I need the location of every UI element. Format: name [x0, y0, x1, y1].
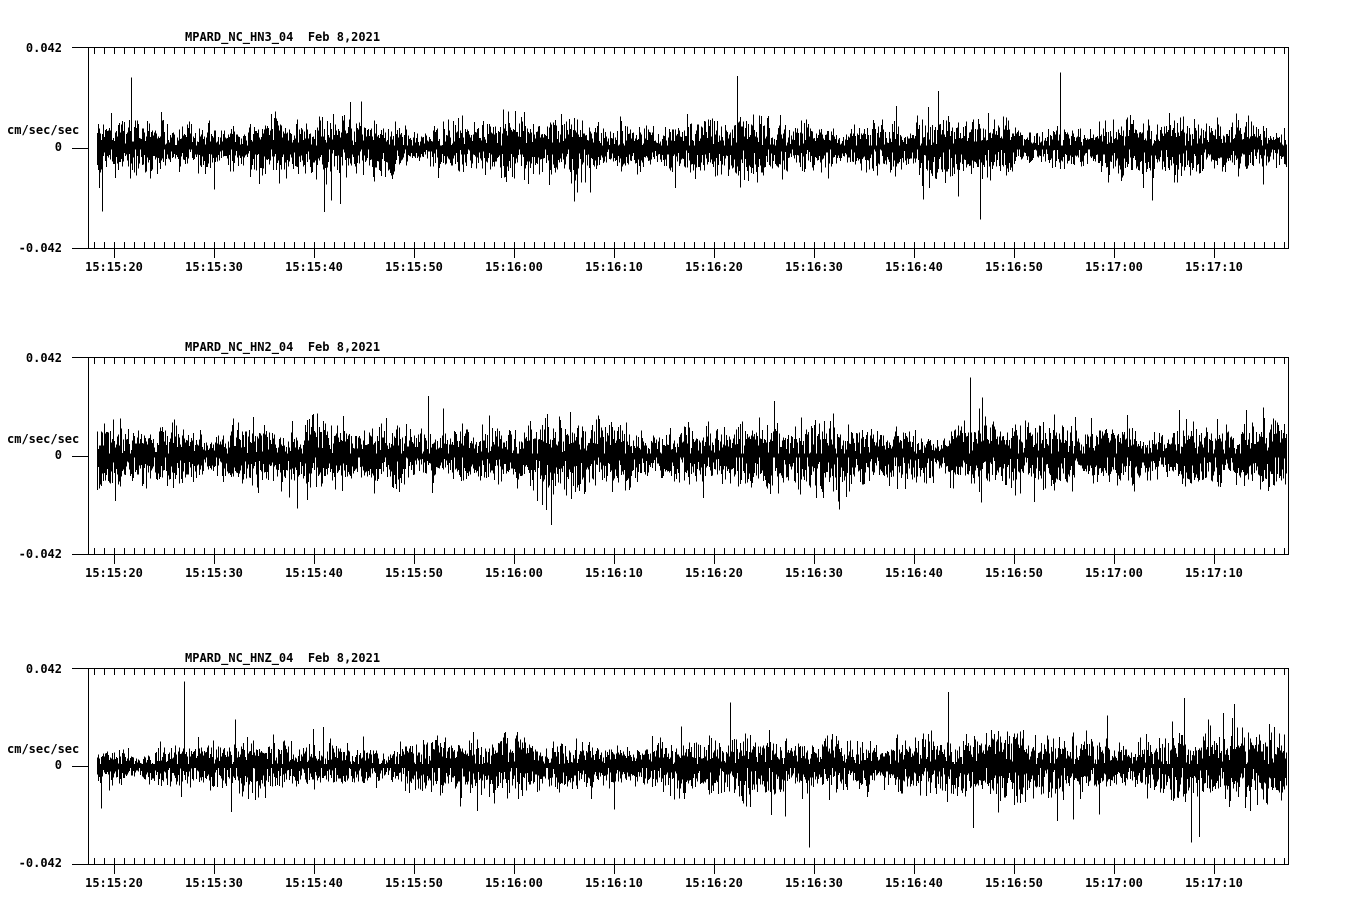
plot-frame [88, 668, 1289, 865]
x-tick-label: 15:16:50 [985, 260, 1043, 274]
x-tick-label: 15:15:40 [285, 260, 343, 274]
y-tick-label-zero: 0 [54, 140, 62, 154]
x-tick-label: 15:15:20 [85, 876, 143, 890]
y-axis-units-label: cm/sec/sec [7, 123, 80, 137]
y-tick-label-zero: 0 [54, 758, 62, 772]
x-tick-label: 15:17:10 [1185, 260, 1243, 274]
x-tick-label: 15:17:10 [1185, 876, 1243, 890]
waveform-trace-mpard_nc_hnz_04 [97, 681, 1287, 848]
x-tick-label: 15:16:30 [785, 260, 843, 274]
panel-title-hn2: MPARD_NC_HN2_04 Feb 8,2021 [185, 340, 381, 354]
x-tick-label: 15:16:10 [585, 260, 643, 274]
x-tick-label: 15:16:20 [685, 566, 743, 580]
waveform-trace-mpard_nc_hn2_04 [97, 377, 1287, 526]
x-tick-label: 15:17:00 [1085, 876, 1143, 890]
x-tick-label: 15:16:00 [485, 260, 543, 274]
x-tick-label: 15:16:10 [585, 566, 643, 580]
y-tick-label-bottom: -0.042 [18, 856, 62, 870]
x-tick-label: 15:16:30 [785, 876, 843, 890]
x-tick-label: 15:15:40 [285, 876, 343, 890]
x-tick-label: 15:16:40 [885, 566, 943, 580]
x-tick-label: 15:15:30 [185, 260, 243, 274]
x-tick-label: 15:15:20 [85, 260, 143, 274]
panel-title-hn3: MPARD_NC_HN3_04 Feb 8,2021 [185, 30, 381, 44]
waveform-trace-mpard_nc_hn3_04 [97, 72, 1287, 220]
x-tick-label: 15:16:00 [485, 876, 543, 890]
y-axis-units-label: cm/sec/sec [7, 432, 80, 446]
x-tick-label: 15:17:00 [1085, 566, 1143, 580]
x-tick-label: 15:15:30 [185, 566, 243, 580]
y-tick-label-zero: 0 [54, 448, 62, 462]
x-tick-label: 15:16:40 [885, 876, 943, 890]
y-tick-label-bottom: -0.042 [18, 547, 62, 561]
x-tick-label: 15:17:00 [1085, 260, 1143, 274]
x-tick-label: 15:16:00 [485, 566, 543, 580]
y-tick-label-top: 0.042 [25, 662, 62, 676]
x-tick-label: 15:15:50 [385, 260, 443, 274]
x-tick-label: 15:15:50 [385, 566, 443, 580]
y-tick-label-top: 0.042 [25, 41, 62, 55]
x-tick-label: 15:16:50 [985, 566, 1043, 580]
x-tick-label: 15:16:30 [785, 566, 843, 580]
x-tick-label: 15:16:40 [885, 260, 943, 274]
x-tick-label: 15:16:20 [685, 876, 743, 890]
y-tick-label-top: 0.042 [25, 351, 62, 365]
x-tick-label: 15:15:50 [385, 876, 443, 890]
x-tick-label: 15:15:30 [185, 876, 243, 890]
x-tick-label: 15:16:50 [985, 876, 1043, 890]
plot-frame [88, 47, 1289, 249]
y-tick-label-bottom: -0.042 [18, 241, 62, 255]
x-tick-label: 15:17:10 [1185, 566, 1243, 580]
y-axis-units-label: cm/sec/sec [7, 742, 80, 756]
x-tick-label: 15:15:40 [285, 566, 343, 580]
plot-frame [88, 357, 1289, 555]
panel-title-hnz: MPARD_NC_HNZ_04 Feb 8,2021 [185, 651, 381, 665]
x-tick-label: 15:16:10 [585, 876, 643, 890]
x-tick-label: 15:15:20 [85, 566, 143, 580]
x-tick-label: 15:16:20 [685, 260, 743, 274]
